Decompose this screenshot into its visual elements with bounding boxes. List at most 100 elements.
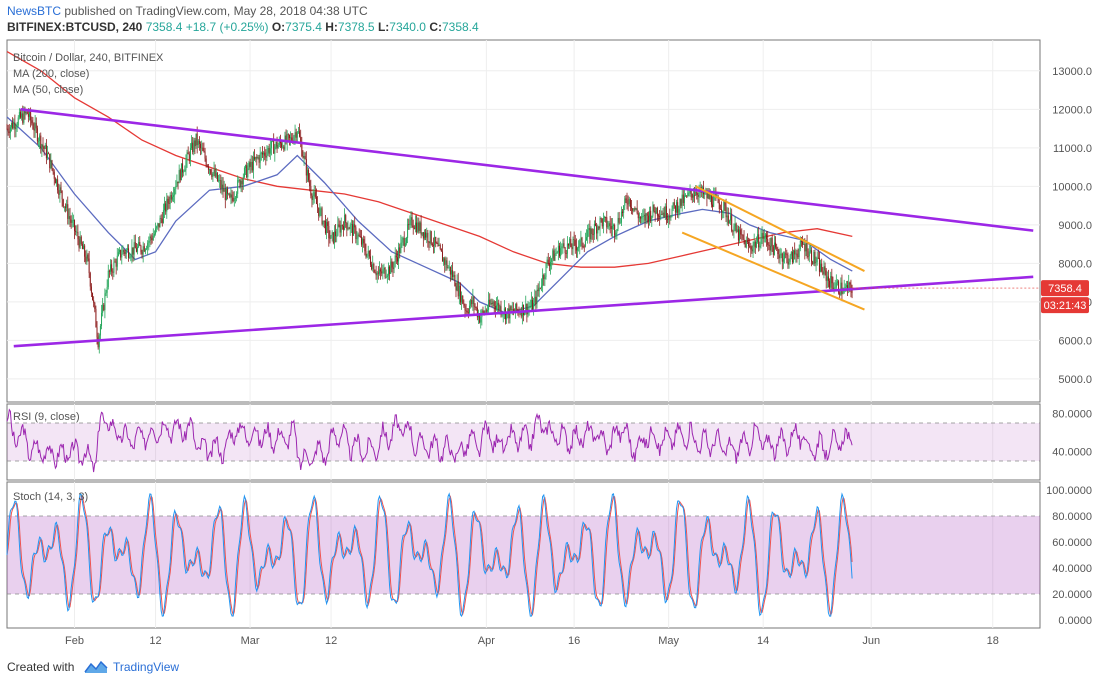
- chart-area[interactable]: 13000.0 12000.0 11000.0 10000.0 9000.0 8000.0…: [0, 0, 1100, 652]
- candle-body: [707, 192, 709, 199]
- candle-body: [562, 243, 564, 247]
- candle-body: [428, 241, 430, 244]
- candle-body: [642, 216, 644, 217]
- candle-body: [470, 299, 472, 306]
- candle-body: [588, 228, 590, 231]
- open-label: O:: [271, 20, 286, 34]
- low-value: 7340.0: [389, 20, 426, 34]
- candle-body: [839, 292, 841, 295]
- candle-body: [285, 135, 287, 143]
- candle-body: [793, 250, 795, 263]
- candle-body: [254, 156, 256, 160]
- close-label: C:: [429, 20, 442, 34]
- rsi-title[interactable]: RSI (9, close): [13, 411, 80, 423]
- candle-body: [463, 303, 465, 306]
- legend-ma50[interactable]: MA (50, close): [13, 84, 83, 96]
- candle-body: [335, 231, 337, 237]
- candle-body: [669, 216, 671, 218]
- candle-body: [652, 204, 654, 216]
- candle-body: [737, 229, 739, 241]
- legend-ma200[interactable]: MA (200, close): [13, 68, 89, 80]
- candle-body: [310, 186, 312, 196]
- candle-body: [230, 194, 232, 198]
- candle-body: [668, 216, 670, 220]
- candle-body: [237, 180, 239, 194]
- candle-body: [31, 120, 33, 124]
- candle-body: [710, 194, 712, 205]
- candle-body: [182, 163, 184, 173]
- candle-body: [395, 255, 397, 258]
- candle-body: [354, 224, 356, 228]
- tradingview-brand[interactable]: TradingView: [84, 657, 179, 677]
- candle-body: [214, 169, 216, 177]
- candle-body: [365, 251, 367, 257]
- candle-body: [626, 199, 628, 204]
- candle-body: [358, 234, 360, 237]
- candle-body: [293, 136, 295, 143]
- candle-body: [794, 250, 796, 255]
- candle-body: [66, 204, 68, 208]
- candle-body: [252, 156, 254, 171]
- rsi-pane[interactable]: [6, 403, 1041, 481]
- author-name[interactable]: NewsBTC: [7, 4, 62, 18]
- candle-body: [751, 249, 753, 252]
- candle-body: [591, 228, 593, 234]
- candle-body: [665, 206, 667, 220]
- price-pane[interactable]: [6, 39, 1041, 403]
- candle-body: [732, 230, 734, 232]
- candle-body: [803, 244, 805, 245]
- channel-lower-trendline[interactable]: [681, 231, 865, 311]
- price-badges: 7358.4 03:21:43: [852, 280, 1089, 314]
- candle-body: [367, 250, 369, 254]
- candle-body: [387, 266, 389, 276]
- candle-body: [632, 208, 634, 211]
- stoch-tick-label: 60.0000: [1052, 537, 1092, 549]
- stoch-title[interactable]: Stoch (14, 3, 3): [13, 491, 88, 503]
- candle-body: [782, 258, 784, 262]
- candle-body: [670, 216, 672, 218]
- upper-triangle-trendline[interactable]: [20, 108, 1034, 232]
- candle-body: [673, 202, 675, 206]
- candle-body: [62, 199, 64, 207]
- candle-body: [506, 312, 508, 320]
- candle-body: [538, 287, 540, 292]
- candle-body: [313, 192, 315, 197]
- candle-body: [483, 311, 485, 314]
- candle-body: [284, 135, 286, 150]
- candle-body: [173, 195, 175, 197]
- candle-body: [203, 150, 205, 152]
- candle-body: [437, 243, 439, 246]
- candle-body: [419, 222, 421, 231]
- stoch-axis: 100.0000 80.0000 60.0000 40.0000 20.0000 0.00…: [1046, 485, 1092, 627]
- candle-body: [220, 180, 222, 189]
- candle-body: [600, 218, 602, 219]
- candle-body: [660, 214, 662, 218]
- candle-body: [139, 242, 141, 246]
- candle-body: [682, 194, 684, 203]
- candle-body: [23, 110, 25, 123]
- time-axis[interactable]: Feb 12 Mar 12 Apr 16 May 14 Jun 18: [65, 635, 999, 647]
- candle-body: [404, 243, 406, 247]
- candle-body: [103, 304, 105, 311]
- trendlines[interactable]: [13, 108, 1034, 348]
- candle-body: [733, 226, 735, 232]
- candle-body: [258, 157, 260, 163]
- candle-body: [692, 195, 694, 198]
- candle-body: [309, 180, 311, 187]
- candle-body: [200, 143, 202, 149]
- candle-body: [546, 259, 548, 263]
- candle-body: [94, 302, 96, 309]
- candle-body: [322, 220, 324, 225]
- candle-body: [186, 152, 188, 161]
- lower-triangle-trendline[interactable]: [13, 275, 1034, 348]
- candle-body: [631, 207, 633, 209]
- channel-upper-trendline[interactable]: [695, 185, 865, 272]
- candle-body: [105, 292, 107, 294]
- candle-body: [92, 292, 94, 301]
- candle-body: [781, 253, 783, 262]
- candle-body: [779, 255, 781, 259]
- candle-body: [780, 253, 782, 256]
- price-axis[interactable]: 13000.0 12000.0 11000.0 10000.0 9000.0 8000.0…: [1052, 66, 1092, 386]
- candle-body: [771, 238, 773, 247]
- candle-body: [101, 312, 103, 326]
